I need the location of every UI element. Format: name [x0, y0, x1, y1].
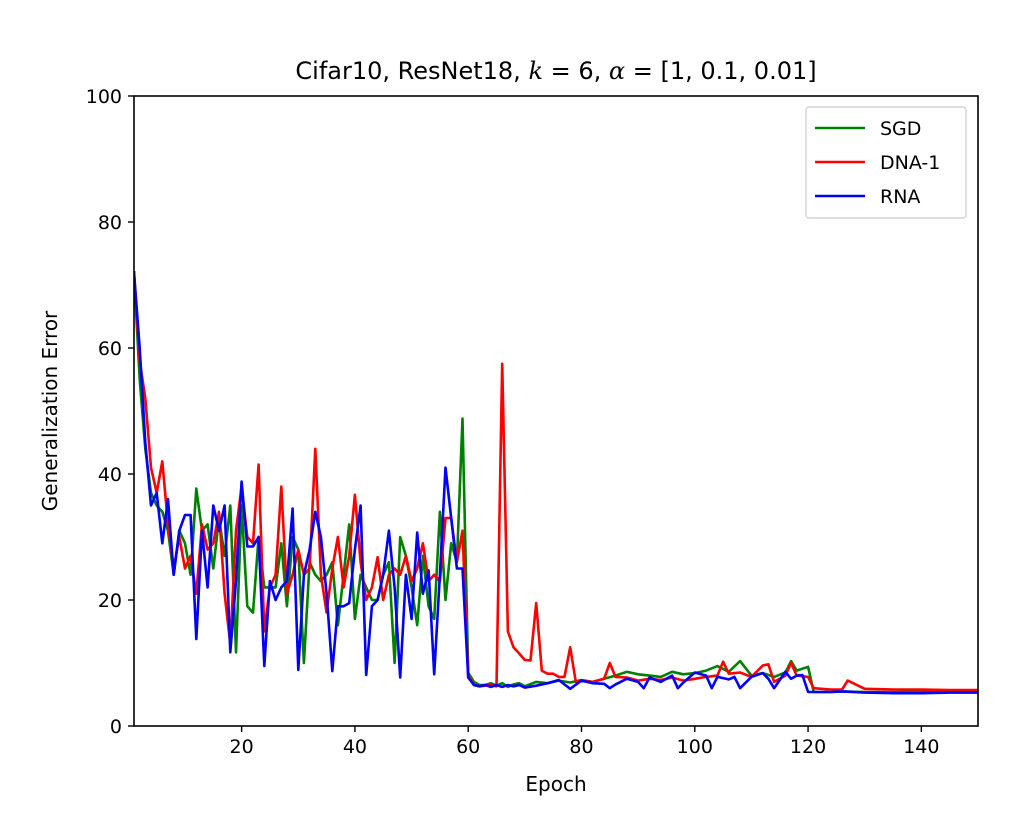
y-axis-label: Generalization Error: [38, 310, 62, 511]
y-tick-label: 20: [98, 590, 122, 612]
x-tick-label: 120: [790, 736, 826, 758]
x-tick-label: 20: [230, 736, 254, 758]
legend-entries: SGD DNA-1 RNA: [815, 118, 940, 208]
y-tick-label: 0: [110, 716, 122, 738]
series-layer: [134, 271, 978, 695]
legend-label: DNA-1: [880, 152, 940, 174]
y-tick-label: 60: [98, 338, 122, 360]
legend-label: SGD: [880, 118, 921, 140]
chart-title: Cifar10, ResNet18, k = 6, α = [1, 0.1, 0…: [295, 57, 816, 85]
x-tick-label: 80: [569, 736, 593, 758]
y-tick-label: 80: [98, 212, 122, 234]
x-axis-ticks: 20 40 60 80 100 120 140: [230, 726, 939, 758]
legend-box: [805, 106, 967, 219]
series-line-rna: [134, 271, 978, 695]
legend: SGD DNA-1 RNA: [805, 106, 967, 219]
x-axis-label: Epoch: [525, 772, 586, 796]
y-tick-label: 40: [98, 464, 122, 486]
x-tick-label: 100: [677, 736, 713, 758]
legend-label: RNA: [880, 186, 920, 208]
x-tick-label: 140: [903, 736, 939, 758]
y-tick-label: 100: [86, 86, 122, 108]
x-tick-label: 40: [343, 736, 367, 758]
plot-frame: [133, 95, 979, 727]
x-tick-label: 60: [456, 736, 480, 758]
y-axis-ticks: 0 20 40 60 80 100: [86, 86, 134, 738]
